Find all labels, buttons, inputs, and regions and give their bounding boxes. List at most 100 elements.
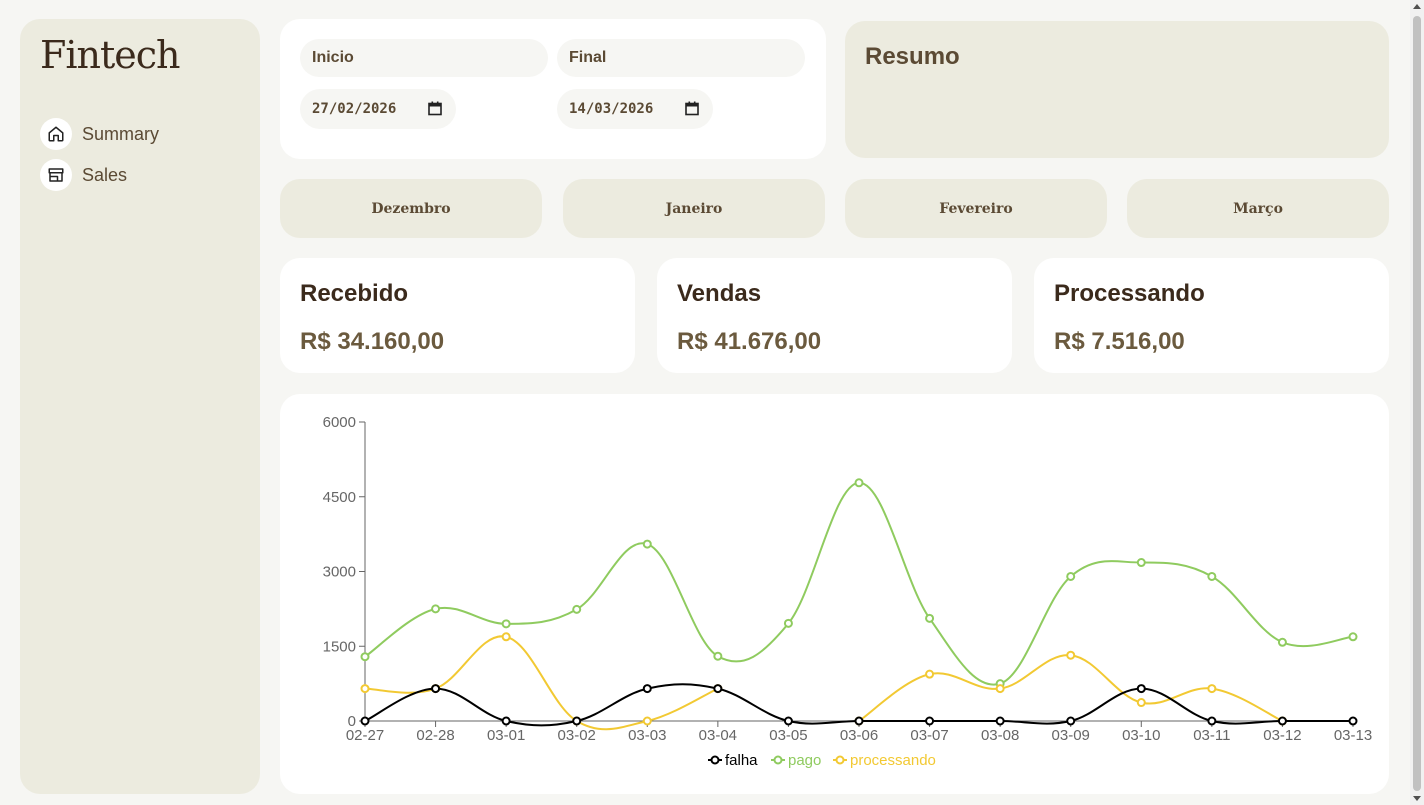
scroll-thumb[interactable] bbox=[1413, 16, 1421, 791]
series-line-processando bbox=[858, 654, 1283, 722]
end-date-value: 14/03/2026 bbox=[569, 101, 654, 117]
stat-title: Recebido bbox=[300, 280, 409, 307]
store-icon bbox=[40, 159, 72, 191]
x-tick-label: 02-27 bbox=[346, 727, 384, 744]
start-date-value: 27/02/2026 bbox=[312, 101, 397, 117]
summary-card: Resumo bbox=[845, 21, 1389, 158]
x-tick-label: 03-12 bbox=[1263, 727, 1301, 744]
app-logo[interactable]: Fintech bbox=[40, 33, 181, 77]
x-tick-label: 03-03 bbox=[628, 727, 666, 744]
end-date-input[interactable]: 14/03/2026 bbox=[557, 89, 713, 129]
stat-card-vendas: Vendas R$ 41.676,00 bbox=[657, 258, 1012, 373]
scroll-up-icon[interactable] bbox=[1413, 4, 1421, 9]
data-point-falha bbox=[854, 716, 864, 726]
x-tick-label: 03-04 bbox=[699, 727, 737, 744]
x-tick-label: 03-07 bbox=[910, 727, 948, 744]
stat-card-processando: Processando R$ 7.516,00 bbox=[1034, 258, 1389, 373]
x-tick-label: 03-11 bbox=[1193, 727, 1230, 744]
data-point-pago bbox=[1066, 571, 1076, 581]
x-tick-label: 03-10 bbox=[1122, 727, 1160, 744]
sidebar: Fintech Summary Sales bbox=[20, 19, 260, 794]
stat-value: R$ 7.516,00 bbox=[1054, 328, 1185, 355]
data-point-pago bbox=[1207, 571, 1217, 581]
legend-marker-falha bbox=[710, 755, 720, 765]
data-point-falha bbox=[925, 716, 935, 726]
data-point-pago bbox=[925, 613, 935, 623]
data-point-falha bbox=[1066, 716, 1076, 726]
sidebar-item-sales[interactable]: Sales bbox=[40, 159, 127, 191]
data-point-pago bbox=[854, 478, 864, 488]
month-button-marco[interactable]: Março bbox=[1127, 179, 1389, 238]
start-date-input[interactable]: 27/02/2026 bbox=[300, 89, 456, 129]
month-button-dezembro[interactable]: Dezembro bbox=[280, 179, 542, 238]
data-point-falha bbox=[360, 716, 370, 726]
data-point-processando bbox=[501, 632, 511, 642]
y-tick-label: 4500 bbox=[323, 489, 356, 506]
month-button-fevereiro[interactable]: Fevereiro bbox=[845, 179, 1107, 238]
legend-label-processando: processando bbox=[850, 752, 936, 769]
data-point-falha bbox=[1136, 684, 1146, 694]
data-point-pago bbox=[1136, 558, 1146, 568]
series-line-pago bbox=[364, 481, 1354, 686]
stat-title: Vendas bbox=[677, 280, 762, 307]
series-line-processando bbox=[364, 635, 719, 731]
data-point-processando bbox=[642, 716, 652, 726]
stat-card-recebido: Recebido R$ 34.160,00 bbox=[280, 258, 635, 373]
data-point-processando bbox=[925, 669, 935, 679]
stat-value: R$ 34.160,00 bbox=[300, 328, 445, 355]
legend-label-falha: falha bbox=[725, 752, 758, 769]
data-point-falha bbox=[572, 716, 582, 726]
data-point-falha bbox=[642, 684, 652, 694]
x-tick-label: 03-08 bbox=[981, 727, 1019, 744]
y-tick-label: 6000 bbox=[323, 414, 356, 431]
data-point-falha bbox=[1348, 716, 1358, 726]
x-tick-label: 03-06 bbox=[840, 727, 878, 744]
data-point-falha bbox=[783, 716, 793, 726]
scroll-down-icon[interactable] bbox=[1413, 796, 1421, 801]
data-point-falha bbox=[1277, 716, 1287, 726]
sales-chart-card: 0 1500 3000 4500 6000 02-27 02-28 03-01 03-02 03-… bbox=[280, 394, 1389, 794]
date-filter-card: Inicio Final 27/02/2026 14/03/2026 bbox=[280, 19, 826, 159]
stat-title: Processando bbox=[1054, 280, 1205, 307]
calendar-icon[interactable] bbox=[685, 101, 699, 120]
sidebar-item-label: Summary bbox=[82, 123, 160, 144]
x-tick-label: 03-13 bbox=[1334, 727, 1372, 744]
data-point-falha bbox=[1207, 716, 1217, 726]
sidebar-item-summary[interactable]: Summary bbox=[40, 118, 159, 150]
legend-marker-pago bbox=[773, 755, 783, 765]
data-point-pago bbox=[1277, 637, 1287, 647]
data-point-processando bbox=[995, 684, 1005, 694]
stat-value: R$ 41.676,00 bbox=[677, 328, 822, 355]
data-point-pago bbox=[713, 651, 723, 661]
data-point-pago bbox=[642, 539, 652, 549]
start-date-label: Inicio bbox=[300, 39, 548, 77]
y-tick-label: 0 bbox=[348, 713, 356, 730]
data-point-processando bbox=[1066, 650, 1076, 660]
data-point-pago bbox=[572, 604, 582, 614]
data-point-pago bbox=[1348, 632, 1358, 642]
month-button-janeiro[interactable]: Janeiro bbox=[563, 179, 825, 238]
page-scrollbar[interactable] bbox=[1410, 0, 1424, 805]
x-tick-label: 02-28 bbox=[416, 727, 454, 744]
data-point-falha bbox=[431, 684, 441, 694]
sales-line-chart: 0 1500 3000 4500 6000 02-27 02-28 03-01 03-02 03-… bbox=[323, 414, 1373, 769]
y-tick-label: 1500 bbox=[323, 638, 356, 655]
legend-marker-processando bbox=[835, 755, 845, 765]
data-point-pago bbox=[360, 652, 370, 662]
data-point-falha bbox=[713, 684, 723, 694]
x-tick-label: 03-05 bbox=[769, 727, 807, 744]
data-point-pago bbox=[501, 619, 511, 629]
data-point-pago bbox=[431, 604, 441, 614]
data-point-processando bbox=[360, 684, 370, 694]
x-tick-label: 03-09 bbox=[1052, 727, 1090, 744]
data-point-processando bbox=[1136, 698, 1146, 708]
data-point-falha bbox=[501, 716, 511, 726]
x-tick-label: 03-02 bbox=[558, 727, 596, 744]
end-date-label: Final bbox=[557, 39, 805, 77]
home-icon bbox=[40, 118, 72, 150]
data-point-falha bbox=[995, 716, 1005, 726]
data-point-processando bbox=[1207, 684, 1217, 694]
summary-title: Resumo bbox=[865, 43, 960, 70]
y-tick-label: 3000 bbox=[323, 564, 356, 581]
calendar-icon[interactable] bbox=[428, 101, 442, 120]
